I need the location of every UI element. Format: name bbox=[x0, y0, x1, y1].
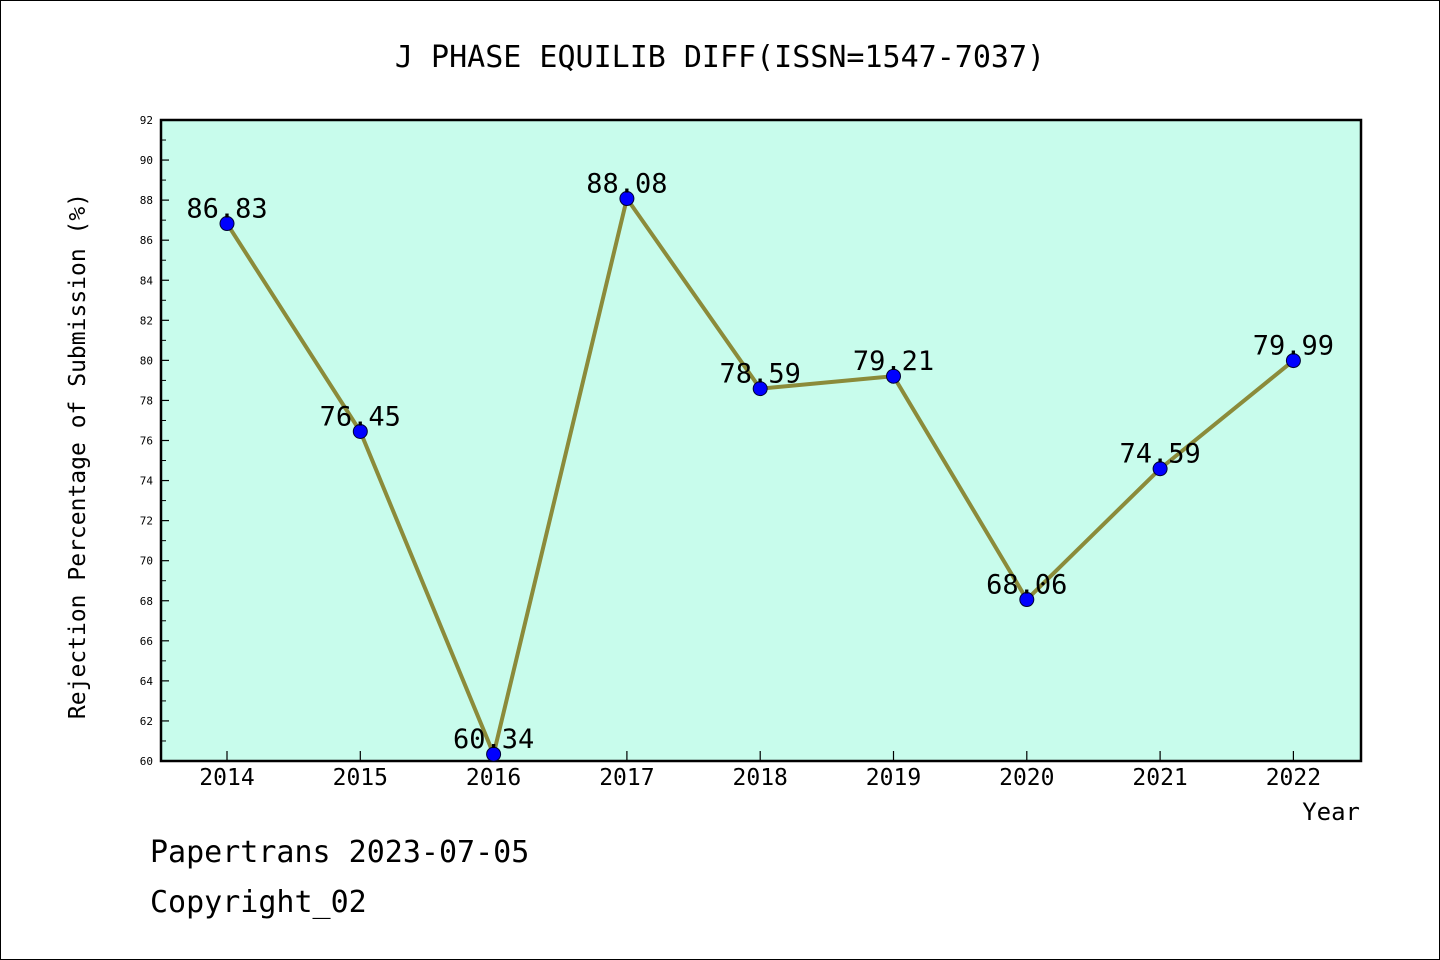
y-tick-label: 82 bbox=[140, 314, 153, 327]
y-tick-label: 64 bbox=[140, 675, 154, 688]
footer-copyright: Copyright_02 bbox=[150, 885, 367, 920]
data-point bbox=[1152, 461, 1168, 477]
data-point bbox=[1019, 592, 1035, 608]
x-tick-label: 2019 bbox=[866, 765, 921, 791]
data-label: 60.34 bbox=[453, 724, 534, 755]
y-tick-label: 80 bbox=[140, 354, 153, 367]
y-tick-label: 88 bbox=[140, 194, 153, 207]
data-point bbox=[1285, 353, 1301, 369]
data-label: 88.08 bbox=[586, 169, 667, 200]
data-label: 74.59 bbox=[1119, 439, 1200, 470]
y-tick-label: 86 bbox=[140, 234, 153, 247]
y-axis: 60 62 64 66 68 70 72 74 76 78 80 82 84 86 88 90 92 bbox=[140, 114, 169, 768]
series-layer: 86.83 76.45 60.34 88.08 78.59 79.21 68.06 74.59… bbox=[186, 169, 1334, 762]
x-axis-label: Year bbox=[1302, 798, 1360, 826]
data-point bbox=[486, 746, 502, 762]
data-label: 68.06 bbox=[986, 570, 1067, 601]
x-tick-label: 2016 bbox=[466, 765, 521, 791]
x-tick-label: 2020 bbox=[999, 765, 1054, 791]
x-tick-label: 2018 bbox=[733, 765, 788, 791]
data-point bbox=[219, 216, 235, 232]
y-tick-label: 92 bbox=[140, 114, 153, 127]
y-tick-label: 62 bbox=[140, 715, 153, 728]
x-axis: 2014 2015 2016 2017 2018 2019 2020 2021 2022 bbox=[199, 751, 1321, 791]
data-label: 78.59 bbox=[720, 359, 801, 390]
data-point bbox=[752, 381, 768, 397]
y-tick-label: 70 bbox=[140, 555, 153, 568]
y-tick-label: 74 bbox=[140, 475, 154, 488]
x-tick-label: 2021 bbox=[1132, 765, 1187, 791]
data-label: 79.21 bbox=[853, 346, 934, 377]
x-tick-label: 2014 bbox=[199, 765, 254, 791]
data-label: 79.99 bbox=[1253, 331, 1334, 362]
y-tick-label: 68 bbox=[140, 595, 153, 608]
y-tick-label: 76 bbox=[140, 435, 153, 448]
data-point bbox=[619, 191, 635, 207]
x-tick-label: 2015 bbox=[333, 765, 388, 791]
data-point bbox=[352, 423, 368, 439]
data-point bbox=[886, 368, 901, 384]
x-tick-label: 2022 bbox=[1266, 765, 1321, 791]
data-label: 76.45 bbox=[320, 401, 401, 432]
y-tick-label: 84 bbox=[140, 274, 154, 287]
data-label: 86.83 bbox=[186, 194, 267, 225]
footer-date: Papertrans 2023-07-05 bbox=[150, 835, 530, 870]
y-tick-label: 66 bbox=[140, 635, 153, 648]
y-axis-label: Rejection Percentage of Submission (%) bbox=[65, 193, 91, 719]
y-tick-label: 90 bbox=[140, 154, 153, 167]
y-tick-label: 78 bbox=[140, 394, 153, 407]
x-tick-label: 2017 bbox=[599, 765, 654, 791]
y-tick-label: 72 bbox=[140, 515, 153, 528]
y-tick-label: 60 bbox=[140, 755, 153, 768]
chart-title: J PHASE EQUILIB DIFF(ISSN=1547-7037) bbox=[395, 40, 1045, 75]
plot-area bbox=[159, 118, 1363, 763]
